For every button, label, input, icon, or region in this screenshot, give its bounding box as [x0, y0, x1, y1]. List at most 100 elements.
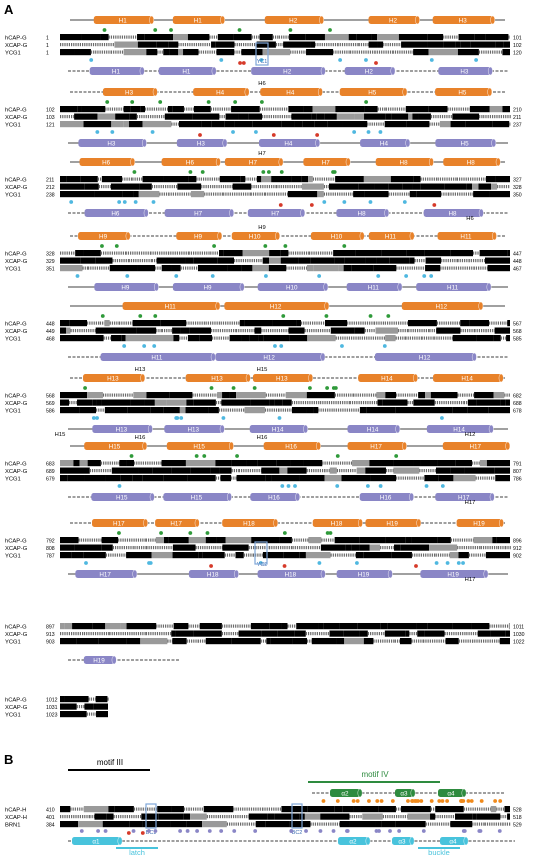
panel-a-block1-name-1: hCAP-G — [5, 36, 27, 42]
panel-a-block2-bottom-helix-2-label: H3 — [197, 140, 206, 147]
panel-a-block3-start-1: 211 — [46, 178, 54, 184]
panel-a-block8-bottom-helix-3: H18 — [257, 569, 326, 578]
panel-a-block1-start-1: 1 — [46, 36, 49, 42]
panel-a-block6-cyan-dots — [91, 416, 444, 420]
panel-a-block1-end-3: 120 — [513, 51, 522, 57]
panel-a-block6-extra-label-4: H15 — [55, 432, 66, 438]
panel-a-block2-red-dots — [198, 133, 320, 137]
panel-a-block10-name-1: hCAP-G — [5, 698, 27, 704]
panel-a-block2-start-3: 121 — [46, 123, 55, 129]
panel-a-block1-bottom-helix-3-label: H2 — [283, 68, 292, 75]
panel-b-letter: B — [4, 752, 14, 767]
panel-b-purple-dots — [79, 829, 502, 833]
panel-a-block5-cyan-dots — [122, 344, 387, 348]
panel-a-block6-extra-label-2: H12 — [465, 432, 476, 438]
panel-a-block4-cyan-dots — [75, 274, 434, 278]
panel-a-block3-green-dots — [132, 170, 337, 174]
panel-b-end-3: 529 — [513, 823, 522, 829]
panel-b-end-2: 518 — [513, 815, 522, 821]
panel-a-block2-end-1: 210 — [513, 108, 522, 114]
panel-a-block3-extra-label-2: H6 — [466, 216, 473, 222]
panel-b-seq-row-2 — [60, 813, 510, 820]
panel-a-block6-top-helix-2-label: H13 — [211, 375, 223, 382]
panel-a-block2-top-helix-5-label: H5 — [458, 89, 467, 96]
panel-a-block4-top-helix-5: H11 — [368, 231, 415, 240]
panel-a-block7-bottom-helix-1-label: H15 — [116, 494, 128, 501]
panel-a-block7-extra-label-2: H17 — [465, 500, 476, 506]
panel-a-block4-bottom-helix-5: H11 — [416, 282, 492, 291]
panel-a-block9-bottom-helix-1-label: H19 — [93, 657, 105, 664]
panel-a-block3-top-helix-4: H7 — [303, 157, 351, 166]
panel-a-block3-start-2: 212 — [46, 185, 55, 191]
panel-a-block1-seq-row-2 — [60, 41, 510, 48]
panel-a-block1-top-helix-2: H1 — [172, 15, 226, 24]
panel-a-block6-start-3: 586 — [46, 409, 55, 415]
panel-b-red-dots — [126, 831, 145, 835]
panel-a-block4-end-1: 447 — [513, 252, 522, 258]
panel-a-block3-top-helix-1-label: H6 — [102, 159, 111, 166]
panel-a-block5-bottom-helix-2-label: H12 — [263, 354, 275, 361]
panel-a-block4-top-helix-6: H11 — [437, 231, 497, 240]
panel-a-block2-end-2: 211 — [513, 115, 521, 121]
panel-b-start-1: 410 — [46, 808, 55, 814]
panel-a-block7-top-helix-2: H15 — [166, 441, 234, 450]
panel-a-block3-bottom-helix-5-label: H8 — [448, 210, 457, 217]
panel-b-seq-row-1 — [60, 806, 510, 813]
panel-a-block6-bottom-helix-1-label: H13 — [116, 426, 128, 433]
panel-b-bottom-helix-4-label: α4 — [449, 838, 457, 845]
panel-a-block5-end-1: 567 — [513, 322, 522, 328]
panel-a-block7-top-helix-5-label: H17 — [469, 443, 481, 450]
panel-a-block8-top-helix-3: H18 — [222, 518, 279, 527]
latch-label: latch — [129, 848, 145, 856]
panel-a-block4-extra-label-1: H9 — [258, 225, 265, 231]
panel-a-block7-top-helix-4: H17 — [347, 441, 407, 450]
yc2-site-box — [254, 541, 268, 565]
panel-a-block4-name-2: XCAP-G — [5, 259, 28, 265]
panel-a-block2-top-helix-2: H4 — [193, 87, 250, 96]
panel-a-block2-green-dots — [105, 100, 369, 104]
panel-a-block5-bottom-helix-1: H11 — [100, 352, 216, 361]
panel-a-block1-top-helix-1-label: H1 — [119, 17, 128, 24]
panel-a-block6-end-2: 688 — [513, 401, 522, 407]
panel-a-block2-top-helix-3: H4 — [260, 87, 323, 96]
panel-a-block3-bottom-helix-2-label: H7 — [194, 210, 203, 217]
panel-a-block1-end-1: 101 — [513, 36, 522, 42]
panel-a-block4-bottom-helix-1: H9 — [94, 282, 159, 291]
panel-a-block8-bottom-helix-4-label: H19 — [358, 571, 370, 578]
panel-a-block7-bottom-helix-5-label: H17 — [458, 494, 470, 501]
panel-a-block10-start-2: 1031 — [46, 705, 58, 711]
panel-a-block8-start-2: 808 — [46, 546, 55, 552]
panel-a-block1-top-helix-5: H3 — [432, 15, 496, 24]
panel-a-block5-seq-row-1 — [60, 320, 510, 327]
panel-b-top-helix-3-label: α4 — [447, 790, 455, 797]
panel-a-block3-bottom-helix-3-label: H7 — [271, 210, 280, 217]
panel-a-block9-start-2: 913 — [46, 632, 55, 638]
panel-a-block3-top-helix-2-label: H6 — [186, 159, 195, 166]
panel-a-block5-green-dots — [100, 314, 391, 318]
panel-a-block8-start-1: 792 — [46, 539, 55, 545]
panel-a-block4-bottom-helix-5-label: H11 — [447, 284, 459, 291]
panel-a-block7-start-1: 683 — [46, 462, 55, 468]
panel-a-block6-top-helix-5-label: H14 — [461, 375, 473, 382]
panel-a-block3-top-helix-3: H7 — [224, 157, 284, 166]
panel-b-seq-row-3 — [60, 821, 511, 828]
panel-a-block2-top-helix-1-label: H3 — [125, 89, 134, 96]
panel-a-block4-start-2: 329 — [46, 259, 55, 265]
panel-a-block10-name-2: XCAP-G — [5, 705, 28, 711]
panel-a-block2-bottom-helix-5-label: H5 — [461, 140, 470, 147]
panel-a-block6-top-helix-4: H14 — [358, 373, 418, 382]
bc2-label: BC2 — [292, 830, 303, 836]
panel-a-block6-end-1: 682 — [513, 394, 522, 400]
panel-a-block3-bottom-helix-4-label: H8 — [358, 210, 367, 217]
panel-a-block7-bottom-helix-4: H16 — [359, 492, 414, 501]
panel-a-block9-start-3: 903 — [46, 640, 55, 646]
panel-a-block5-top-helix-2: H12 — [224, 301, 330, 310]
panel-a-block8-green-dots — [117, 531, 333, 535]
panel-a-block7-bottom-helix-3-label: H16 — [268, 494, 280, 501]
panel-a-block1-bottom-helix-5: H3 — [438, 66, 493, 75]
yc1-site-box — [255, 42, 269, 66]
panel-a-block9-seq-row-1 — [60, 623, 510, 630]
panel-a-block8-top-helix-1-label: H17 — [113, 520, 125, 527]
panel-a-block3-extra-label-1: H7 — [258, 151, 265, 157]
panel-a-block2-seq-row-1 — [60, 106, 510, 113]
